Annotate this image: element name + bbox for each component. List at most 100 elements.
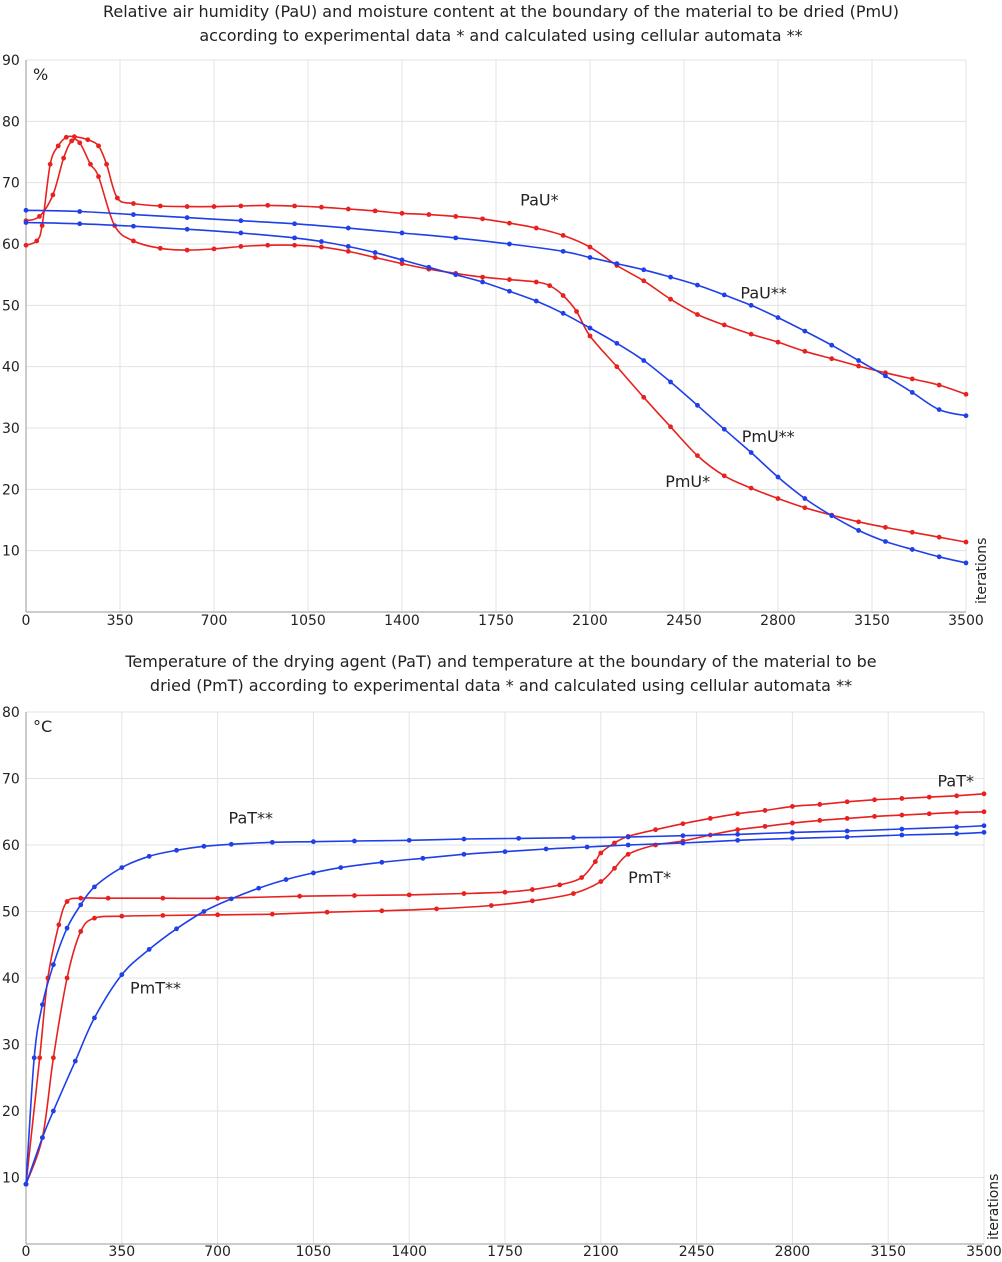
- data-point: [47, 161, 53, 167]
- x-tick-label: 1750: [487, 1244, 523, 1260]
- data-point: [77, 140, 83, 146]
- data-point: [69, 138, 75, 144]
- data-point: [434, 906, 439, 912]
- data-point: [420, 855, 426, 861]
- data-point: [883, 373, 888, 379]
- data-point: [926, 794, 932, 800]
- data-point: [131, 223, 136, 229]
- data-point: [802, 505, 808, 511]
- data-point: [480, 279, 485, 285]
- data-point: [265, 202, 271, 208]
- data-point: [40, 1135, 45, 1140]
- data-point: [856, 528, 861, 533]
- data-point: [502, 849, 508, 855]
- data-point: [802, 348, 808, 354]
- data-point: [557, 882, 563, 888]
- data-point: [34, 238, 40, 244]
- data-point: [160, 895, 166, 901]
- data-point: [817, 802, 823, 807]
- data-point: [399, 261, 405, 267]
- series-pmuss: PmU**: [23, 220, 969, 566]
- y-tick-label: 40: [2, 971, 20, 987]
- data-point: [584, 844, 590, 850]
- y-tick-label: 20: [2, 482, 20, 498]
- data-point: [829, 356, 835, 362]
- chart1-title: Relative air humidity (PaU) and moisture…: [0, 0, 1002, 48]
- series-label: PaT**: [229, 809, 274, 828]
- data-point: [23, 207, 29, 213]
- data-point: [292, 242, 297, 248]
- series-line: [25, 831, 985, 1185]
- data-point: [461, 851, 467, 857]
- data-point: [533, 279, 539, 285]
- data-point: [735, 827, 741, 833]
- data-point: [926, 811, 932, 817]
- data-point: [379, 908, 385, 914]
- data-point: [37, 1055, 43, 1061]
- data-point: [461, 891, 467, 896]
- data-point: [748, 485, 754, 491]
- x-axis-label: iterations: [986, 1174, 1002, 1240]
- x-tick-label: 1050: [290, 613, 326, 629]
- data-point: [587, 333, 593, 339]
- data-point: [50, 192, 56, 198]
- data-point: [735, 831, 741, 837]
- data-point: [560, 293, 566, 298]
- data-point: [641, 394, 647, 400]
- data-point: [480, 274, 485, 280]
- data-point: [571, 891, 576, 896]
- data-point: [571, 835, 576, 841]
- data-point: [324, 909, 330, 915]
- data-point: [39, 223, 45, 229]
- data-point: [668, 274, 673, 280]
- data-point: [453, 214, 459, 219]
- data-point: [114, 195, 120, 201]
- data-point: [345, 206, 351, 212]
- data-point: [748, 302, 754, 308]
- data-point: [184, 247, 190, 253]
- series-label: PaU*: [520, 190, 558, 209]
- data-point: [899, 812, 905, 818]
- data-point: [292, 235, 297, 241]
- data-point: [721, 292, 727, 298]
- data-point: [92, 915, 97, 921]
- data-point: [372, 255, 378, 260]
- x-tick-label: 0: [22, 613, 31, 629]
- x-tick-label: 3500: [966, 1244, 1002, 1260]
- series-label: PmT**: [130, 978, 181, 997]
- y-tick-label: 30: [2, 421, 20, 437]
- series-line: [25, 209, 967, 417]
- data-point: [406, 837, 412, 843]
- data-point: [184, 226, 190, 232]
- data-point: [909, 390, 915, 395]
- data-point: [981, 809, 987, 815]
- data-point: [641, 358, 647, 363]
- chart-1: 0 350 700 1050 1400 1750 2100 2450 2800 3150 35001…: [2, 53, 990, 629]
- data-point: [721, 473, 727, 479]
- data-point: [461, 836, 467, 842]
- data-point: [50, 1108, 56, 1114]
- data-point: [119, 913, 125, 919]
- data-point: [256, 885, 262, 891]
- data-point: [775, 496, 781, 501]
- y-tick-label: 90: [2, 53, 20, 69]
- series-patss: PaT**: [23, 809, 987, 1187]
- x-tick-label: 2100: [583, 1244, 619, 1260]
- x-tick-label: 1750: [478, 613, 514, 629]
- series-label: PmU*: [665, 472, 710, 491]
- data-point: [64, 899, 70, 904]
- data-point: [453, 235, 459, 241]
- data-point: [174, 926, 179, 932]
- data-point: [587, 244, 593, 250]
- data-point: [529, 887, 535, 892]
- data-point: [963, 560, 969, 566]
- data-point: [721, 426, 727, 432]
- data-point: [909, 547, 915, 552]
- data-point: [790, 820, 795, 826]
- x-tick-label: 350: [108, 1244, 135, 1260]
- data-point: [592, 859, 598, 865]
- y-tick-label: 10: [2, 1171, 20, 1187]
- data-point: [641, 267, 647, 273]
- data-point: [748, 450, 754, 455]
